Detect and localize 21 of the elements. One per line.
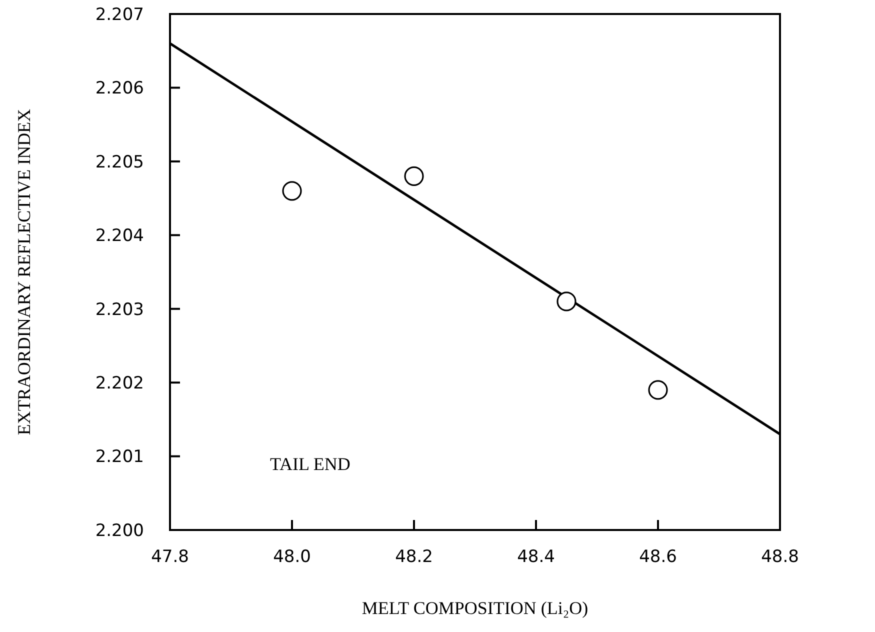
- x-tick-label: 48.2: [395, 547, 433, 567]
- y-axis-title: EXTRAORDINARY REFLECTIVE INDEX: [14, 108, 34, 436]
- point: [404, 166, 424, 186]
- y-tick-label: 2.201: [95, 447, 144, 468]
- y-tick-label: 2.205: [95, 152, 144, 172]
- x-tick-label: 48.6: [639, 547, 677, 567]
- annotation: TAIL END: [270, 454, 350, 474]
- x-tick-label: 48.4: [517, 547, 555, 567]
- x-axis-title: MELT COMPOSITION (Li₂O): [362, 598, 588, 618]
- y-tick-label: 2.200: [95, 520, 144, 541]
- x-tick-label: 47.8: [151, 547, 189, 567]
- y-tick-label: 2.204: [95, 226, 144, 246]
- point: [648, 380, 668, 400]
- y-tick-label: 2.207: [95, 4, 144, 25]
- point: [556, 292, 576, 312]
- y-tick-label: 2.203: [95, 300, 144, 320]
- point: [282, 181, 302, 201]
- y-tick-label: 2.206: [95, 78, 144, 99]
- y-tick-label: 2.202: [95, 374, 144, 394]
- x-tick-label: 48.0: [273, 547, 311, 567]
- x-tick-label: 48.8: [761, 547, 799, 567]
